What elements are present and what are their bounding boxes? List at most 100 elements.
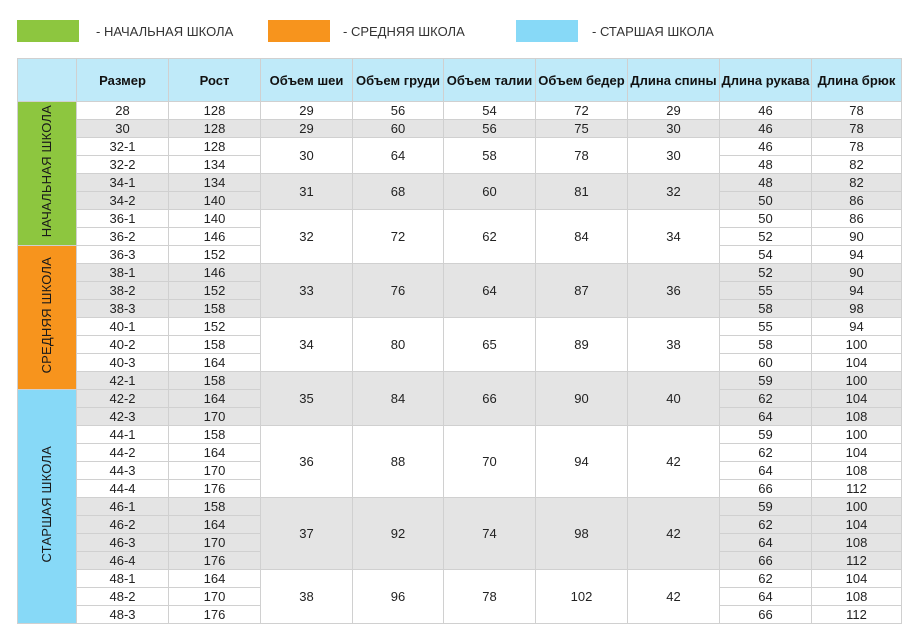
waist-cell: 70 xyxy=(443,425,536,498)
size-cell: 36-3 xyxy=(76,245,169,264)
size-cell: 48-2 xyxy=(76,587,169,606)
sleeve-length-cell: 48 xyxy=(719,155,812,174)
sleeve-length-cell: 48 xyxy=(719,173,812,192)
height-cell: 158 xyxy=(168,299,261,318)
sleeve-length-cell: 59 xyxy=(719,497,812,516)
trouser-length-cell: 94 xyxy=(811,245,902,264)
waist-cell: 65 xyxy=(443,317,536,372)
table-row: СТАРШАЯ ШКОЛА 42-2 164 62 104 xyxy=(17,389,902,624)
neck-cell: 37 xyxy=(260,497,353,570)
neck-cell: 34 xyxy=(260,317,353,372)
table-row: 36-1 140 32 72 62 84 34 50 86 xyxy=(18,209,902,264)
trouser-length-cell: 78 xyxy=(811,101,902,120)
sleeve-length-cell: 58 xyxy=(719,299,812,318)
trouser-length-cell: 100 xyxy=(811,371,902,390)
hips-cell: 72 xyxy=(535,101,628,120)
column-header-size: Размер xyxy=(76,58,169,102)
sleeve-length-cell: 64 xyxy=(719,461,812,480)
height-cell: 164 xyxy=(168,515,261,534)
sleeve-length-cell: 66 xyxy=(719,551,812,570)
header-corner xyxy=(17,58,77,102)
height-cell: 176 xyxy=(168,479,261,498)
trouser-length-cell: 82 xyxy=(811,173,902,192)
table-row: 32-1 128 30 64 58 78 30 46 78 xyxy=(18,137,902,174)
chest-cell: 88 xyxy=(352,425,444,498)
trouser-length-cell: 104 xyxy=(811,569,902,588)
hips-cell: 78 xyxy=(535,137,628,174)
height-cell: 164 xyxy=(168,353,261,372)
chest-cell: 84 xyxy=(352,371,444,426)
trouser-length-cell: 112 xyxy=(811,551,902,570)
school-band-cell: НАЧАЛЬНАЯ ШКОЛА xyxy=(17,101,77,246)
chest-cell: 96 xyxy=(352,569,444,624)
column-header-height: Рост xyxy=(168,58,261,102)
sleeve-length-cell: 58 xyxy=(719,335,812,354)
trouser-length-cell: 98 xyxy=(811,299,902,318)
size-cell: 32-2 xyxy=(76,155,169,174)
sleeve-length-cell: 66 xyxy=(719,605,812,624)
chest-cell: 76 xyxy=(352,263,444,318)
size-cell: 36-1 xyxy=(76,209,169,228)
table-row: 48-3 176 66 112 xyxy=(18,605,902,624)
school-band-label: СТАРШАЯ ШКОЛА xyxy=(39,446,54,563)
height-cell: 164 xyxy=(168,569,261,588)
hips-cell: 84 xyxy=(535,209,628,264)
sleeve-length-cell: 64 xyxy=(719,407,812,426)
sleeve-length-cell: 62 xyxy=(719,389,812,408)
height-cell: 146 xyxy=(168,227,261,246)
table-row: 46-4 176 66 112 xyxy=(18,551,902,570)
height-cell: 170 xyxy=(168,587,261,606)
size-cell: 46-3 xyxy=(76,533,169,552)
height-cell: 128 xyxy=(168,119,261,138)
height-cell: 158 xyxy=(168,335,261,354)
height-cell: 152 xyxy=(168,245,261,264)
table-row: 40-2 158 58 100 xyxy=(18,335,902,354)
waist-cell: 66 xyxy=(443,371,536,426)
height-cell: 134 xyxy=(168,173,261,192)
sleeve-length-cell: 59 xyxy=(719,425,812,444)
legend-swatch-senior xyxy=(516,20,578,42)
trouser-length-cell: 112 xyxy=(811,605,902,624)
table-row: 44-1 158 36 88 70 94 42 59 100 xyxy=(18,425,902,498)
trouser-length-cell: 78 xyxy=(811,137,902,156)
back-length-cell: 42 xyxy=(627,425,720,498)
neck-cell: 29 xyxy=(260,101,353,120)
neck-cell: 32 xyxy=(260,209,353,264)
table-row: НАЧАЛЬНАЯ ШКОЛА 28 128 29 56 54 72 29 46 78 xyxy=(17,101,902,246)
column-header-waist: Объем талии xyxy=(443,58,536,102)
trouser-length-cell: 90 xyxy=(811,263,902,282)
sleeve-length-cell: 62 xyxy=(719,569,812,588)
school-band-label: НАЧАЛЬНАЯ ШКОЛА xyxy=(39,105,54,238)
hips-cell: 87 xyxy=(535,263,628,318)
trouser-length-cell: 90 xyxy=(811,227,902,246)
chest-cell: 64 xyxy=(352,137,444,174)
column-header-chest: Объем груди xyxy=(352,58,444,102)
legend-label-middle: - СРЕДНЯЯ ШКОЛА xyxy=(343,24,465,39)
legend-swatch-primary xyxy=(17,20,79,42)
trouser-length-cell: 100 xyxy=(811,425,902,444)
size-cell: 40-3 xyxy=(76,353,169,372)
column-header-hips: Объем бедер xyxy=(535,58,628,102)
legend-label-senior: - СТАРШАЯ ШКОЛА xyxy=(592,24,714,39)
size-chart-table: Размер Рост Объем шеи Объем груди Объем … xyxy=(17,58,902,624)
height-cell: 158 xyxy=(168,497,261,516)
trouser-length-cell: 108 xyxy=(811,461,902,480)
waist-cell: 64 xyxy=(443,263,536,318)
height-cell: 170 xyxy=(168,533,261,552)
height-cell: 158 xyxy=(168,371,261,390)
trouser-length-cell: 100 xyxy=(811,335,902,354)
waist-cell: 62 xyxy=(443,209,536,264)
height-cell: 170 xyxy=(168,461,261,480)
sleeve-length-cell: 54 xyxy=(719,245,812,264)
trouser-length-cell: 94 xyxy=(811,281,902,300)
table-row: 30 128 29 60 56 75 30 46 78 xyxy=(18,119,902,138)
chest-cell: 92 xyxy=(352,497,444,570)
school-band-label: СРЕДНЯЯ ШКОЛА xyxy=(39,257,54,374)
height-cell: 164 xyxy=(168,443,261,462)
legend-swatch-middle xyxy=(268,20,330,42)
chest-cell: 56 xyxy=(352,101,444,120)
trouser-length-cell: 108 xyxy=(811,533,902,552)
size-cell: 42-3 xyxy=(76,407,169,426)
size-cell: 44-2 xyxy=(76,443,169,462)
back-length-cell: 38 xyxy=(627,317,720,372)
